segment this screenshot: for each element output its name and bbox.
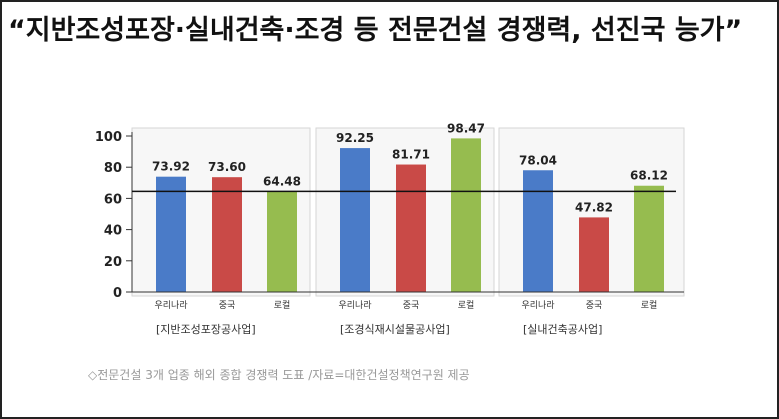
x-tick-label: 우리나라	[154, 300, 188, 311]
y-tick-label: 60	[104, 192, 122, 207]
bar-3-2	[579, 217, 609, 292]
data-label: 73.92	[152, 160, 190, 174]
panel-label-1: [지반조성포장공사업]	[156, 323, 256, 336]
panel-label-2: [조경식재시설물공사업]	[340, 323, 450, 336]
bar-2-2	[396, 164, 426, 292]
panel-label-3: [실내건축공사업]	[523, 323, 602, 336]
bar-3-3	[634, 185, 664, 292]
x-tick-label: 중국	[586, 300, 603, 311]
y-tick-label: 20	[104, 255, 122, 270]
chart-caption: ◇전문건설 3개 업종 해외 종합 경쟁력 도표 /자료=대한건설정책연구원 제…	[88, 368, 470, 382]
data-label: 98.47	[447, 121, 485, 135]
data-label: 64.48	[263, 174, 301, 188]
x-tick-label: 로컬	[458, 300, 475, 311]
data-label: 73.60	[208, 160, 246, 174]
headline: “지반조성포장·실내건축·조경 등 전문건설 경쟁력, 선진국 능가”	[8, 15, 743, 46]
y-tick-label: 80	[104, 161, 122, 176]
bar-2-1	[340, 148, 370, 292]
bar-1-1	[156, 176, 186, 292]
x-tick-label: 우리나라	[338, 300, 372, 311]
bar-1-3	[267, 191, 297, 292]
data-label: 92.25	[336, 131, 374, 145]
y-tick-label: 0	[113, 286, 122, 301]
data-label: 78.04	[519, 153, 557, 167]
x-tick-label: 중국	[219, 300, 236, 311]
data-label: 81.71	[392, 148, 430, 162]
bar-3-1	[523, 170, 553, 292]
x-tick-label: 중국	[403, 300, 420, 311]
bar-1-2	[212, 177, 242, 292]
bar-2-3	[451, 138, 481, 292]
x-tick-label: 우리나라	[521, 300, 555, 311]
x-tick-label: 로컬	[274, 300, 291, 311]
data-label: 68.12	[630, 169, 668, 183]
y-tick-label: 40	[104, 224, 122, 239]
y-tick-label: 100	[95, 130, 122, 145]
x-tick-label: 로컬	[641, 300, 658, 311]
data-label: 47.82	[575, 200, 613, 214]
